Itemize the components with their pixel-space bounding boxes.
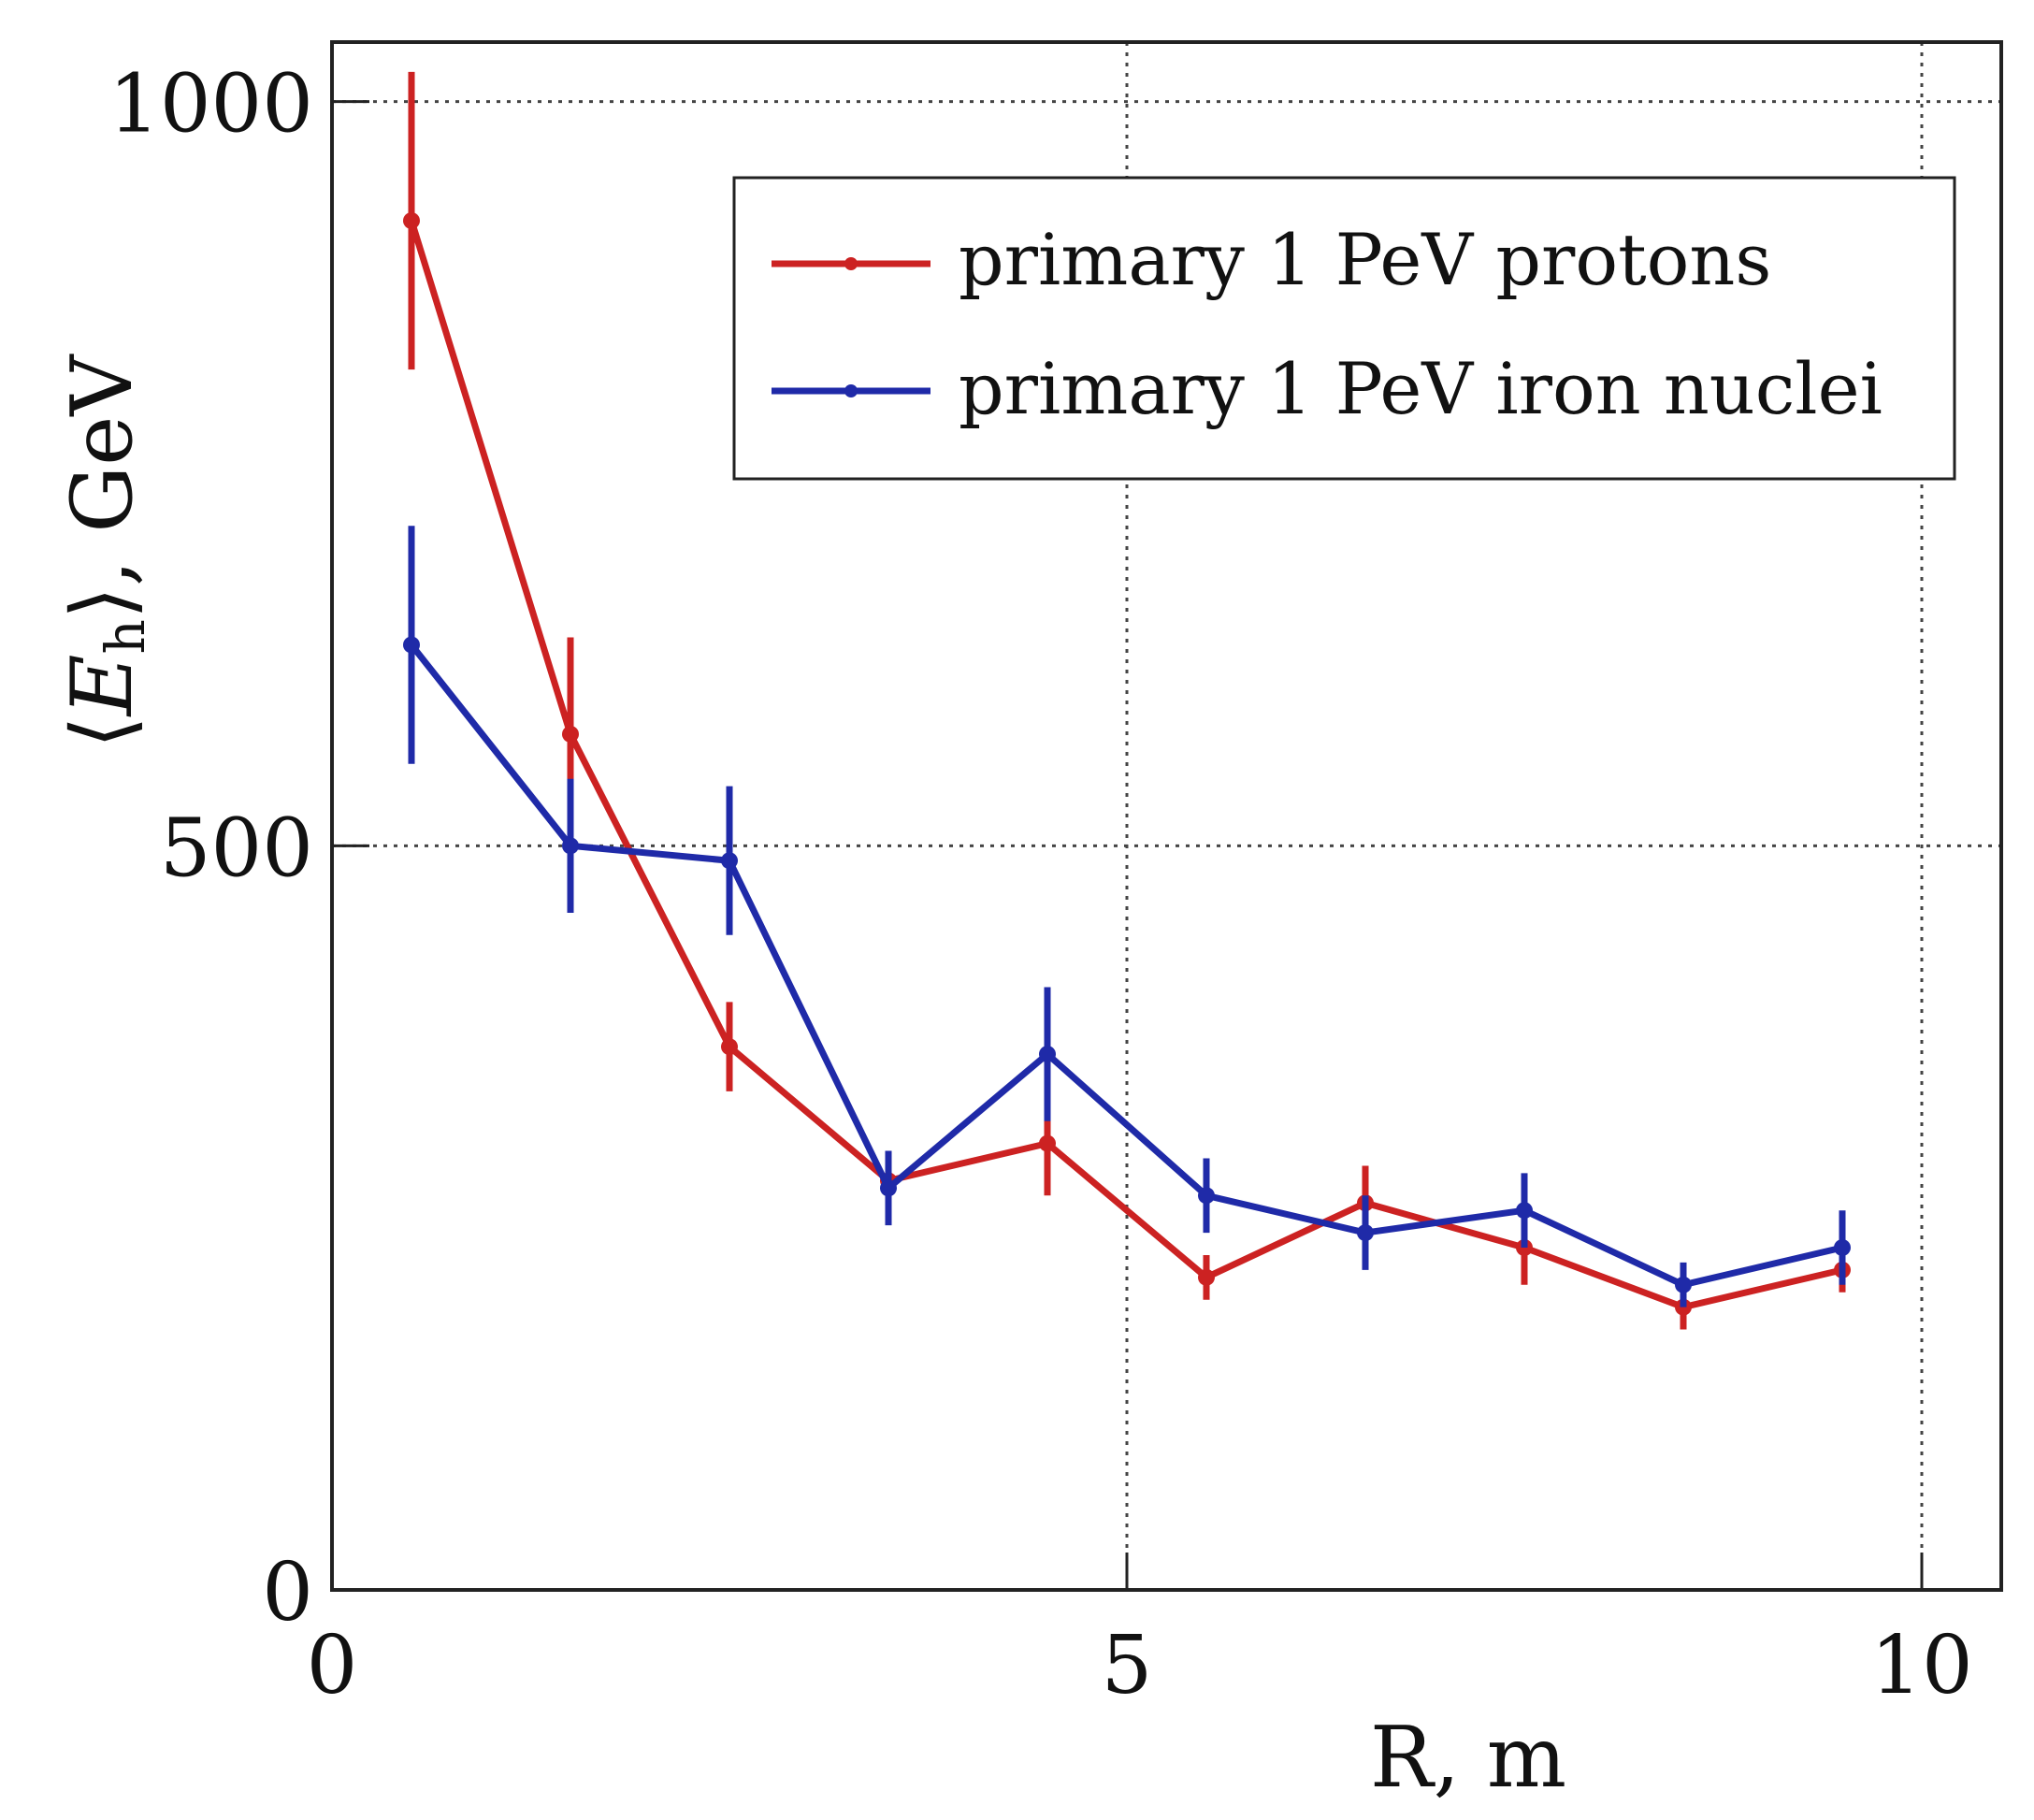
x-tick-label: 10 [1870,1619,1972,1712]
legend-marker-protons [844,257,858,270]
series-layer [403,71,1851,1330]
y-axis-label-symbol: E [53,655,151,718]
x-tick-label: 0 [307,1619,358,1712]
data-point [1675,1276,1692,1293]
y-axis-label-unit: ⟩, GeV [53,354,151,619]
legend-box [732,176,1956,481]
x-axis-label: R, m [1370,1709,1566,1807]
plot-frame [330,40,2003,1592]
series-line [409,643,1843,1289]
data-point [403,636,420,654]
series-line [408,219,1843,1311]
data-point [1516,1202,1533,1220]
data-point [721,1038,738,1056]
y-axis-label-subscript: h [94,619,157,654]
legend: primary 1 PeV protons primary 1 PeV iron… [732,176,1956,481]
y-tick-label: 1000 [108,58,313,152]
data-point [562,837,579,855]
data-point [1357,1224,1374,1242]
legend-marker-iron [844,384,858,397]
data-point [1039,1134,1056,1152]
data-point [1198,1187,1215,1205]
axis-ticks [330,100,1924,1592]
data-point [562,725,579,743]
series-1 [403,526,1851,1307]
data-point [880,1179,897,1197]
x-tick-label: 5 [1102,1619,1153,1712]
y-axis-label: ⟨Eh⟩, GeV [53,354,157,749]
data-point [1039,1046,1056,1063]
legend-label-protons: primary 1 PeV protons [959,218,1771,301]
x-tick-labels: 0 5 10 [307,1619,1973,1712]
data-point [1834,1238,1851,1256]
y-tick-label: 0 [262,1546,313,1639]
data-point [1198,1268,1215,1286]
legend-label-iron: primary 1 PeV iron nuclei [959,347,1883,430]
data-point [403,211,420,229]
y-tick-label: 500 [160,802,313,895]
y-tick-labels: 0 500 1000 [108,58,313,1639]
data-point [721,852,738,870]
y-axis-label-open: ⟨ [53,715,151,748]
